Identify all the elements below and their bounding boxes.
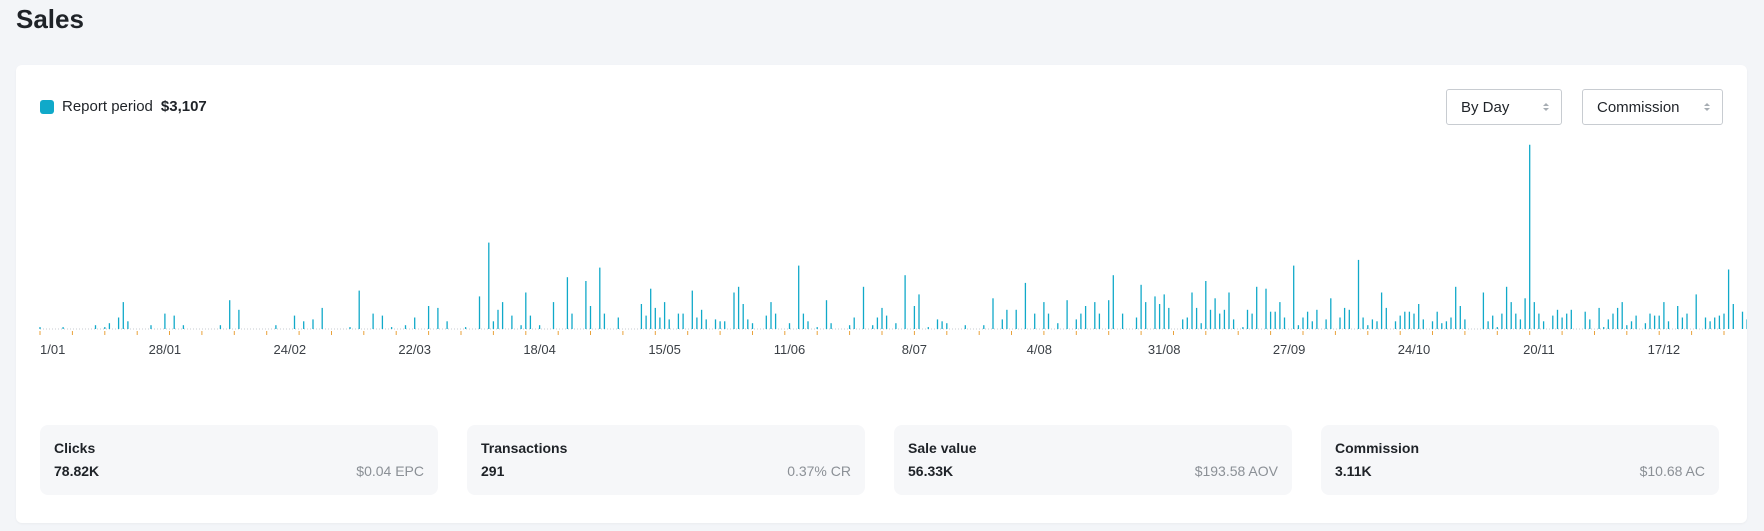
stat-value: 291 xyxy=(481,463,505,479)
x-tick-label: 28/01 xyxy=(149,342,182,357)
stat-label: Clicks xyxy=(54,440,96,456)
stat-aux: 0.37% CR xyxy=(787,463,851,479)
x-tick-label: 15/05 xyxy=(648,342,681,357)
x-tick-label: 27/09 xyxy=(1273,342,1306,357)
x-tick-label: 24/10 xyxy=(1398,342,1431,357)
x-tick-label: 8/07 xyxy=(902,342,927,357)
granularity-select[interactable]: By Day xyxy=(1446,89,1562,125)
stat-card-transactions: Transactions 291 0.37% CR xyxy=(467,425,865,495)
updown-chevron-icon xyxy=(1543,103,1549,111)
updown-chevron-icon xyxy=(1704,103,1710,111)
stats-row: Clicks 78.82K $0.04 EPC Transactions 291… xyxy=(40,425,1719,495)
x-tick-label: 1/01 xyxy=(40,342,65,357)
legend-swatch xyxy=(40,99,54,114)
sales-bar-chart: 1/01 28/01 24/02 22/03 18/04 15/05 11/06 8/07 4/… xyxy=(39,144,1747,357)
stat-value: 78.82K xyxy=(54,463,100,479)
x-tick-label: 11/06 xyxy=(774,342,806,357)
legend-label: Report period xyxy=(62,98,153,115)
metric-select[interactable]: Commission xyxy=(1582,89,1723,125)
x-tick-label: 24/02 xyxy=(274,342,307,357)
x-tick-label: 4/08 xyxy=(1027,342,1052,357)
chart-legend[interactable]: Report period $3,107 xyxy=(40,98,207,115)
stat-aux: $10.68 AC xyxy=(1639,463,1705,479)
stat-card-commission: Commission 3.11K $10.68 AC xyxy=(1321,425,1719,495)
x-tick-label: 22/03 xyxy=(398,342,431,357)
stat-aux: $193.58 AOV xyxy=(1194,463,1278,479)
x-tick-label: 31/08 xyxy=(1148,342,1181,357)
x-tick-label: 17/12 xyxy=(1648,342,1681,357)
x-tick-label: 18/04 xyxy=(523,342,556,357)
sales-card: Report period $3,107 By Day Commission 1… xyxy=(16,65,1747,523)
stat-label: Transactions xyxy=(481,440,568,456)
legend-value: $3,107 xyxy=(160,98,207,115)
granularity-select-value: By Day xyxy=(1461,98,1510,116)
stat-value: 3.11K xyxy=(1335,463,1372,479)
stat-card-clicks: Clicks 78.82K $0.04 EPC xyxy=(40,425,438,495)
x-tick-label: 20/11 xyxy=(1523,342,1555,357)
stat-aux: $0.04 EPC xyxy=(356,463,424,479)
stat-label: Commission xyxy=(1335,440,1420,456)
stat-value: 56.33K xyxy=(908,463,954,479)
page-title: Sales xyxy=(16,4,84,34)
stat-label: Sale value xyxy=(908,440,977,456)
stat-card-sale-value: Sale value 56.33K $193.58 AOV xyxy=(894,425,1292,495)
metric-select-value: Commission xyxy=(1597,98,1680,116)
